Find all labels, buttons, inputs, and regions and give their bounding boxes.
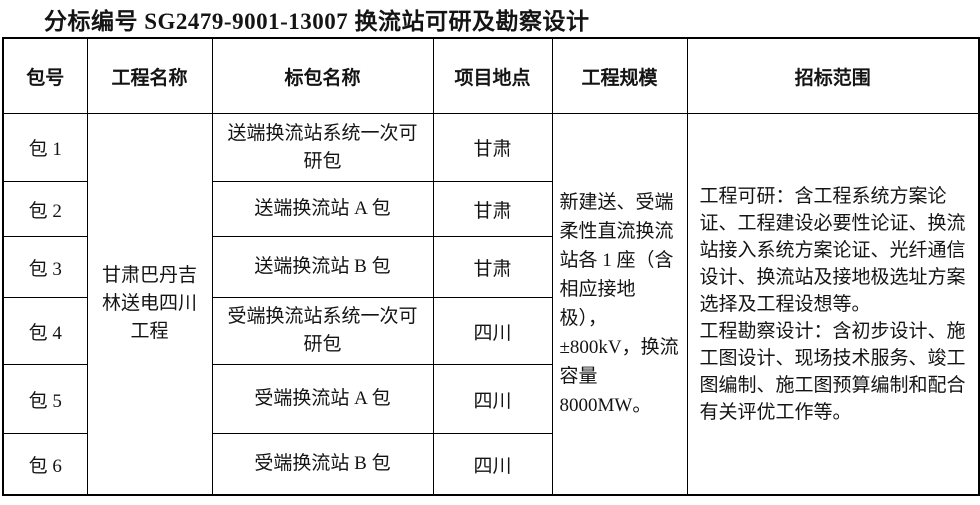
location-cell: 四川 — [432, 364, 553, 434]
location-cell: 甘肃 — [432, 236, 553, 298]
location-cell: 甘肃 — [432, 181, 553, 237]
table-row: 包 4 受端换流站系统一次可研包 四川 — [2, 297, 979, 365]
package-name-cell: 受端换流站 A 包 — [211, 364, 434, 434]
scope-paragraph-feasibility: 工程可研：含工程系统方案论证、工程建设必要性论证、换流站接入系统方案论证、光纤通… — [699, 185, 966, 315]
package-no-cell: 包 4 — [2, 297, 88, 365]
package-no-cell: 包 6 — [2, 433, 88, 496]
location-cell: 四川 — [432, 297, 553, 365]
bid-scope-cell: 工程可研：含工程系统方案论证、工程建设必要性论证、换流站接入系统方案论证、光纤通… — [686, 113, 980, 496]
location-cell: 甘肃 — [432, 113, 553, 182]
header-location: 项目地点 — [432, 37, 553, 114]
table-row: 包 3 送端换流站 B 包 甘肃 — [2, 236, 979, 298]
table-row: 包 5 受端换流站 A 包 四川 — [2, 364, 979, 434]
package-no-cell: 包 5 — [2, 364, 88, 434]
package-name-cell: 受端换流站系统一次可研包 — [211, 297, 434, 365]
header-scale: 工程规模 — [551, 37, 688, 114]
package-no-cell: 包 3 — [2, 236, 88, 298]
package-name-cell: 送端换流站系统一次可研包 — [211, 113, 434, 182]
page-title: 分标编号 SG2479-9001-13007 换流站可研及勘察设计 — [44, 8, 590, 34]
header-project-name: 工程名称 — [86, 37, 213, 114]
header-scope: 招标范围 — [686, 37, 980, 114]
package-no-cell: 包 1 — [2, 113, 88, 182]
project-scale-cell: 新建送、受端柔性直流换流站各 1 座（含相应接地极），±800kV，换流容量 8… — [551, 113, 688, 496]
table-row: 包 1 甘肃巴丹吉林送电四川工程 送端换流站系统一次可研包 甘肃 新建送、受端柔… — [2, 113, 980, 496]
location-cell: 四川 — [432, 433, 553, 496]
package-name-cell: 送端换流站 A 包 — [211, 181, 434, 237]
scope-paragraph-survey-design: 工程勘察设计：含初步设计、施工图设计、现场技术服务、竣工图编制、施工图预算编制和… — [699, 320, 966, 423]
table-row: 包 2 送端换流站 A 包 甘肃 — [2, 181, 979, 237]
header-package-no: 包号 — [2, 37, 88, 114]
header-package-name: 标包名称 — [211, 37, 434, 114]
project-name-cell: 甘肃巴丹吉林送电四川工程 — [86, 113, 213, 496]
package-name-cell: 受端换流站 B 包 — [211, 433, 434, 496]
table-row: 包 6 受端换流站 B 包 四川 — [2, 433, 979, 496]
package-name-cell: 送端换流站 B 包 — [211, 236, 434, 298]
bid-packages-table: 包号 工程名称 标包名称 项目地点 工程规模 招标范围 包 1 甘肃巴丹吉林送电… — [2, 37, 980, 496]
header-row: 包号 工程名称 标包名称 项目地点 工程规模 招标范围 — [2, 37, 980, 114]
package-no-cell: 包 2 — [2, 181, 88, 237]
